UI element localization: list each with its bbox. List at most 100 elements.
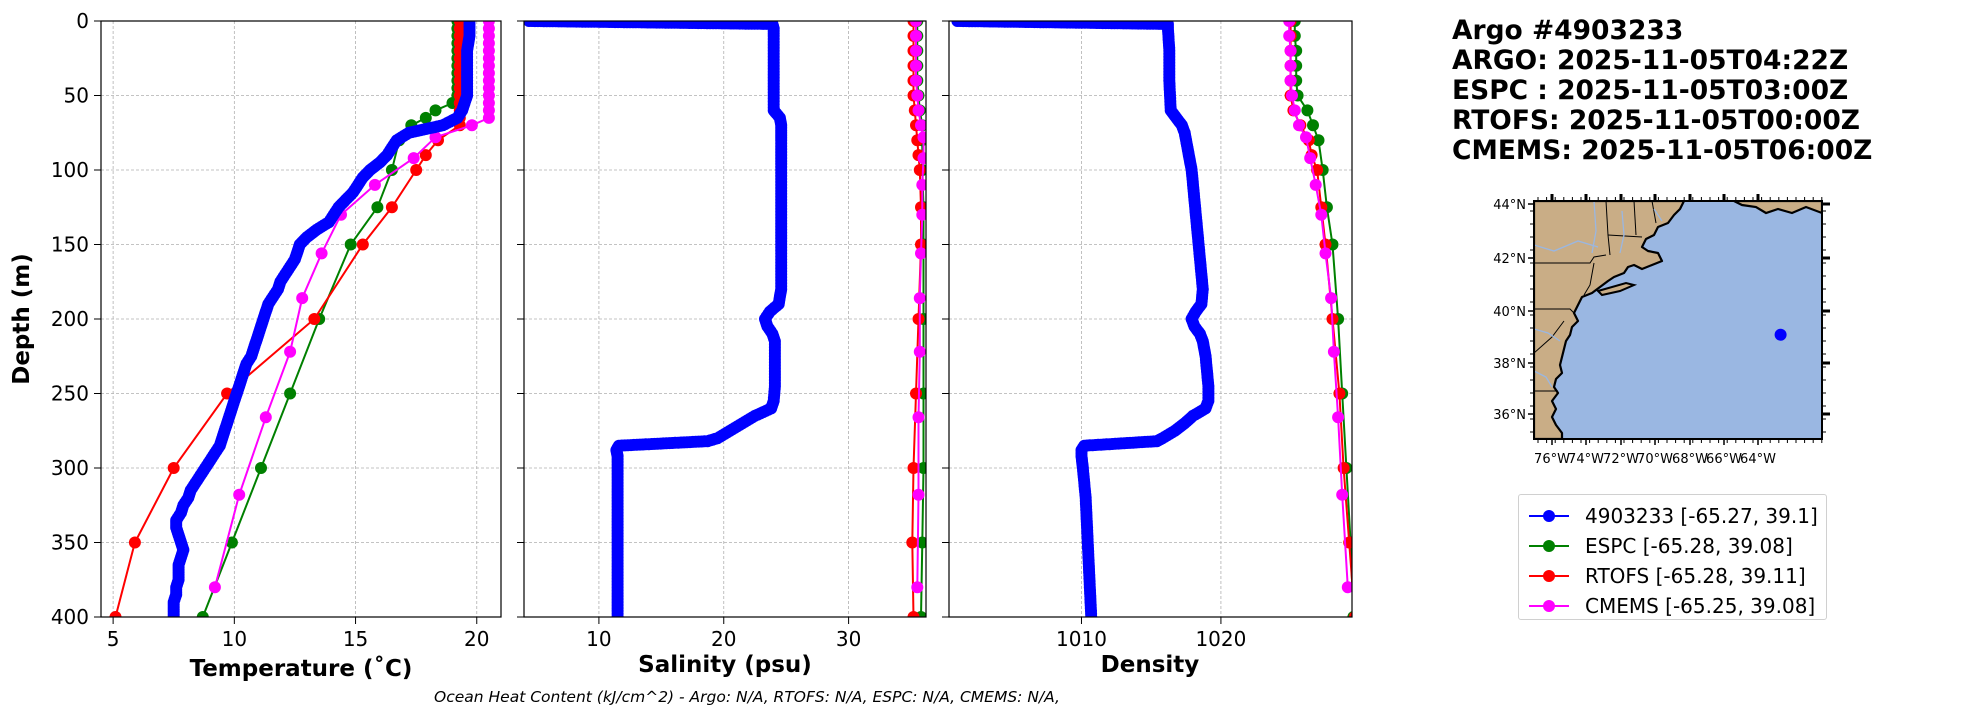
data-point	[915, 247, 926, 260]
data-point	[1300, 131, 1312, 144]
temperature-series	[109, 21, 495, 617]
temperature-xlabel: Temperature (˚C)	[190, 655, 413, 682]
y-tick-label: 100	[51, 158, 89, 182]
data-point	[913, 292, 926, 305]
data-point	[371, 201, 384, 214]
data-point	[284, 387, 297, 400]
legend-label-rtofs: RTOFS [-65.28, 39.11]	[1585, 564, 1806, 588]
data-point	[109, 611, 122, 617]
legend-swatch-cmems	[1527, 599, 1571, 613]
density-panel: 1010 1020 Density	[942, 20, 1353, 678]
x-tick-label: 15	[343, 627, 368, 651]
legend-entry-rtofs: RTOFS [-65.28, 39.11]	[1527, 561, 1818, 591]
data-point	[911, 581, 924, 594]
data-point	[1341, 581, 1352, 594]
state-borders	[1534, 201, 1657, 392]
x-tick-label: 5	[107, 627, 120, 651]
data-point	[385, 201, 398, 214]
data-point	[912, 488, 925, 501]
data-point	[255, 462, 267, 474]
y-tick-label: 50	[64, 84, 89, 108]
data-point	[344, 238, 357, 251]
data-point	[315, 247, 328, 260]
data-point	[611, 611, 624, 617]
data-point	[1336, 488, 1349, 501]
data-point	[465, 119, 478, 132]
density-series	[951, 21, 1352, 617]
map-lat-label: 42°N	[1493, 252, 1526, 267]
map-lat-label: 38°N	[1493, 357, 1526, 372]
data-point	[1312, 134, 1325, 147]
land-area	[1534, 201, 1686, 439]
float-title: Argo #4903233	[1452, 15, 1684, 46]
data-point	[1304, 152, 1317, 165]
map-lon-label: 64°W	[1740, 452, 1776, 467]
data-point	[429, 131, 442, 144]
legend-label-cmems: CMEMS [-65.25, 39.08]	[1585, 594, 1816, 618]
data-point	[910, 74, 922, 87]
x-tick-label: 10	[222, 627, 247, 651]
data-point	[1284, 59, 1297, 72]
legend-swatch-rtofs	[1527, 569, 1571, 583]
data-point	[910, 21, 922, 27]
nova-scotia	[1733, 201, 1822, 215]
salinity-ticks: 10 20 30	[517, 20, 861, 651]
data-point	[1319, 247, 1332, 260]
legend-swatch-argo	[1527, 509, 1571, 523]
data-point	[916, 178, 926, 191]
legend-entry-cmems: CMEMS [-65.25, 39.08]	[1527, 591, 1818, 621]
data-point	[407, 152, 420, 165]
data-point	[167, 611, 180, 617]
y-tick-label: 250	[51, 382, 89, 406]
series-argo	[951, 21, 1215, 617]
map-lon-label: 74°W	[1568, 452, 1604, 467]
series-argo	[167, 21, 476, 617]
series-cmems	[208, 21, 495, 594]
data-point	[419, 111, 432, 124]
float-location-marker	[1774, 328, 1787, 341]
data-point	[1327, 345, 1340, 358]
map-lat-label: 40°N	[1493, 305, 1526, 320]
data-point	[910, 59, 922, 72]
data-point	[911, 89, 924, 102]
data-point	[910, 387, 922, 400]
density-ticks: 1010 1020	[942, 20, 1246, 651]
data-point	[296, 292, 309, 305]
data-point	[225, 536, 238, 549]
map-lat-label: 36°N	[1493, 408, 1526, 423]
map-lon-label: 72°W	[1603, 452, 1639, 467]
data-point	[385, 164, 398, 176]
data-point	[916, 208, 926, 221]
espc-time: ESPC : 2025-11-05T03:00Z	[1452, 75, 1849, 106]
legend-label-argo: 4903233 [-65.27, 39.1]	[1585, 504, 1818, 528]
y-tick-label: 0	[76, 9, 89, 33]
data-point	[308, 313, 321, 325]
data-point	[1309, 178, 1322, 191]
series-cmems	[1283, 21, 1352, 594]
map-lon-label: 68°W	[1672, 452, 1708, 467]
data-point	[1337, 462, 1350, 474]
depth-ylabel: Depth (m)	[9, 253, 35, 385]
data-point	[907, 611, 920, 617]
data-point	[917, 462, 926, 474]
data-point	[912, 411, 925, 424]
map-lon-label: 76°W	[1534, 452, 1570, 467]
legend-swatch-espc	[1527, 539, 1571, 553]
legend-entry-argo: 4903233 [-65.27, 39.1]	[1527, 501, 1818, 531]
x-tick-label: 1020	[1195, 627, 1246, 651]
data-point	[910, 44, 922, 57]
data-point	[1283, 29, 1296, 42]
data-point	[1333, 387, 1346, 400]
data-point	[1301, 104, 1314, 117]
y-tick-label: 350	[51, 531, 89, 555]
ohc-footnote: Ocean Heat Content (kJ/cm^2) - Argo: N/A…	[434, 688, 1060, 706]
salinity-panel: 10 20 30 Salinity (psu)	[517, 20, 927, 678]
data-point	[196, 611, 209, 617]
profile-info-block: Argo #4903233 ARGO: 2025-11-05T04:22Z ES…	[1452, 16, 1872, 166]
x-tick-label: 20	[464, 627, 489, 651]
data-point	[917, 131, 926, 144]
data-point	[917, 152, 926, 165]
data-point	[233, 488, 246, 501]
